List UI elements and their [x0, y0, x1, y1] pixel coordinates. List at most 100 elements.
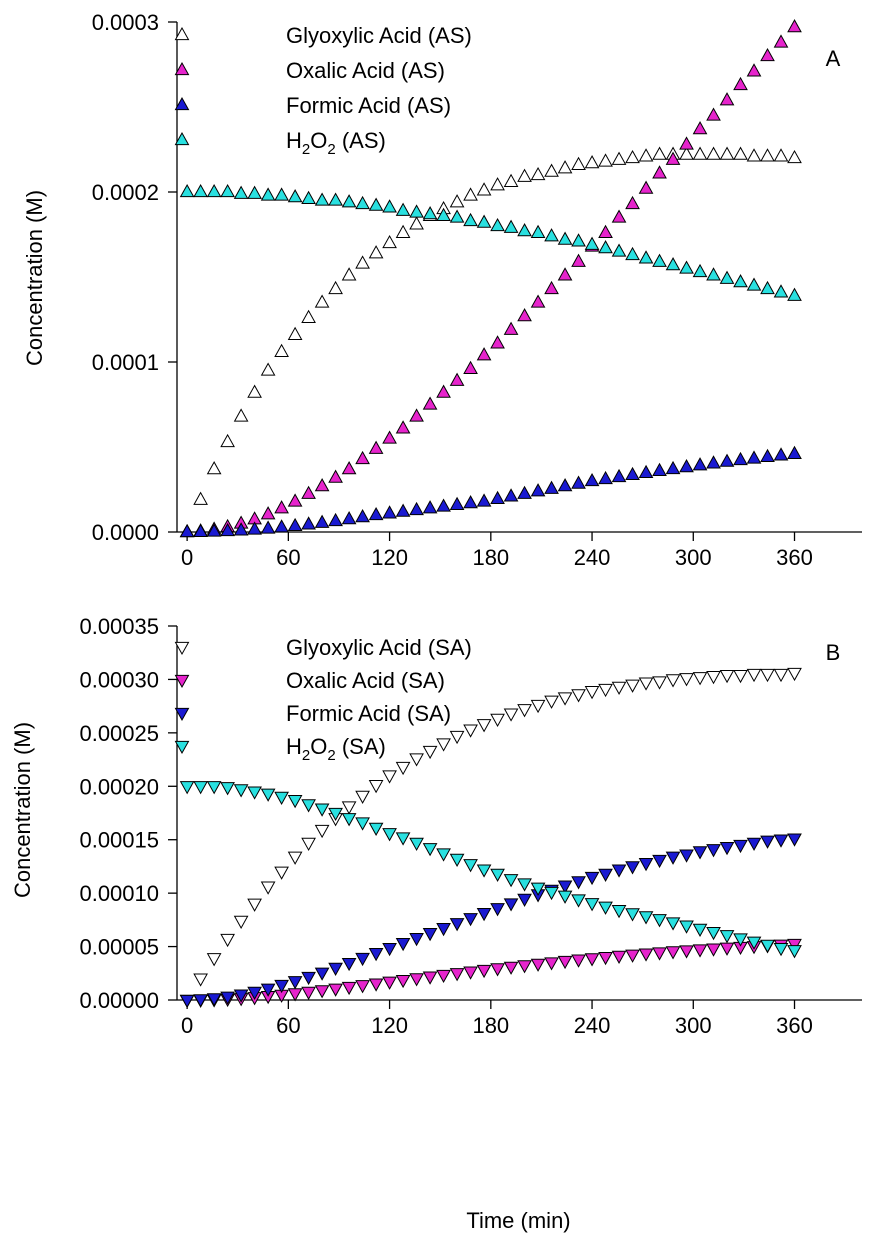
data-point: [706, 943, 721, 957]
legend-label: Formic Acid (AS): [286, 93, 451, 118]
data-point: [328, 807, 343, 822]
data-point: [625, 149, 640, 164]
data-point: [733, 839, 748, 854]
data-point: [490, 903, 505, 917]
data-point: [179, 523, 195, 538]
data-point: [355, 450, 370, 465]
x-tick-label: 300: [675, 1013, 712, 1038]
data-point: [368, 197, 384, 211]
data-point: [382, 505, 397, 519]
data-point: [517, 893, 532, 907]
data-point: [355, 952, 370, 967]
data-point: [611, 209, 627, 223]
data-point: [220, 522, 235, 537]
data-point: [206, 461, 222, 475]
data-point: [652, 146, 667, 160]
y-tick-label: 0.0001: [92, 350, 159, 375]
data-point: [706, 107, 721, 121]
data-point: [665, 674, 681, 688]
data-point: [341, 981, 357, 996]
data-point: [530, 958, 546, 972]
data-point: [692, 846, 708, 860]
data-point: [679, 849, 694, 863]
data-point: [773, 447, 789, 461]
data-point: [287, 988, 303, 1002]
data-point: [571, 876, 586, 890]
data-point: [503, 321, 519, 335]
data-point: [571, 253, 586, 267]
data-point: [530, 224, 546, 238]
data-point: [530, 166, 546, 181]
data-point: [746, 63, 762, 77]
data-point: [584, 472, 600, 487]
data-point: [544, 480, 559, 494]
data-point: [314, 985, 330, 999]
data-point: [557, 955, 573, 970]
data-point: [490, 335, 505, 349]
legend-label: Oxalic Acid (AS): [286, 58, 445, 83]
data-point: [341, 194, 357, 208]
data-point: [274, 500, 289, 514]
data-point: [665, 946, 681, 960]
data-point: [314, 192, 330, 206]
x-tick-label: 180: [472, 1013, 509, 1038]
panel-a: 0.0000 0.0001 0.0002 0.0003 0 60 120 180 240 300 3…: [22, 10, 862, 570]
data-point: [719, 146, 735, 160]
data-point: [638, 677, 654, 691]
data-point: [422, 206, 438, 220]
legend-marker: [174, 707, 190, 722]
data-point: [328, 962, 343, 976]
data-point: [341, 957, 357, 972]
data-point: [706, 267, 721, 281]
data-point: [679, 945, 694, 959]
data-point: [611, 864, 627, 878]
data-point: [706, 455, 721, 469]
data-point: [719, 942, 735, 956]
data-point: [449, 496, 465, 510]
data-point: [571, 156, 586, 170]
data-point: [719, 92, 735, 106]
data-point: [638, 250, 654, 264]
data-point: [557, 478, 573, 492]
data-point: [247, 521, 262, 535]
data-point: [260, 788, 276, 802]
data-point: [409, 408, 424, 422]
data-point: [679, 920, 694, 934]
data-point: [787, 19, 802, 33]
y-tick-label: 0.0002: [92, 180, 159, 205]
data-point: [193, 491, 208, 505]
data-point: [368, 948, 384, 962]
data-point: [665, 917, 681, 931]
x-axis-label: Time (min): [466, 1208, 570, 1233]
data-point: [233, 522, 249, 536]
x-tick-label: 180: [472, 545, 509, 570]
legend-marker: [174, 674, 190, 689]
data-point: [220, 782, 235, 796]
data-point: [598, 240, 613, 254]
data-point: [247, 898, 262, 912]
data-point: [314, 294, 330, 308]
series-0: [179, 146, 802, 538]
data-point: [503, 898, 519, 912]
data-point: [638, 858, 654, 872]
data-point: [220, 933, 235, 948]
x-tick-label: 120: [371, 1013, 408, 1038]
data-point: [193, 973, 208, 987]
data-point: [409, 753, 424, 767]
y-tick-label: 0.00035: [79, 614, 159, 639]
data-point: [328, 280, 343, 295]
data-point: [517, 485, 532, 499]
data-point: [395, 937, 411, 952]
y-tick-label: 0.00025: [79, 721, 159, 746]
data-point: [395, 503, 411, 517]
data-point: [544, 280, 559, 295]
data-point: [611, 151, 627, 165]
data-point: [355, 980, 370, 994]
data-point: [449, 853, 465, 867]
data-point: [328, 983, 343, 997]
data-point: [260, 506, 276, 520]
legend-marker: [174, 96, 190, 111]
data-point: [652, 854, 667, 869]
data-point: [571, 954, 586, 968]
